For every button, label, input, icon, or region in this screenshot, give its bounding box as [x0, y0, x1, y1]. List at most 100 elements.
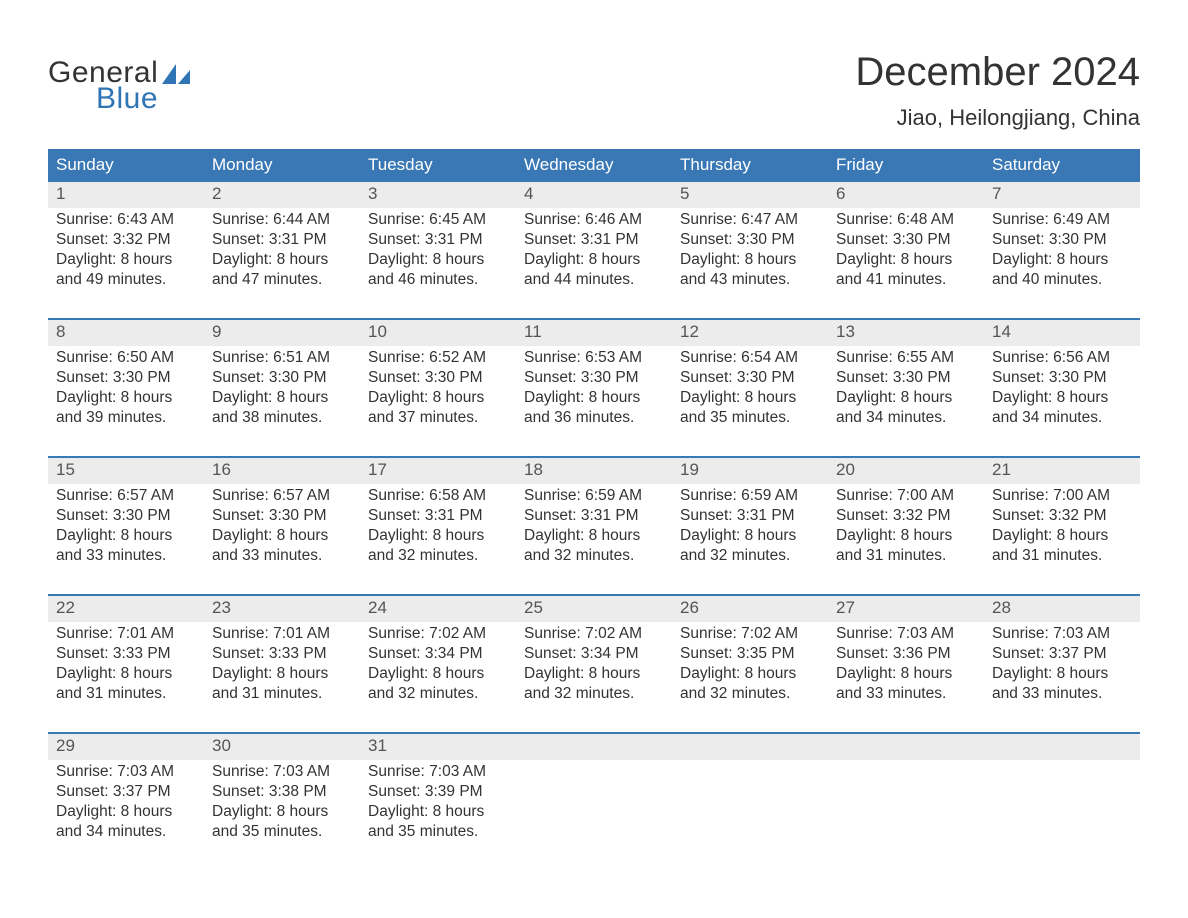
daylight-line1: Daylight: 8 hours — [56, 388, 196, 408]
day-content-row: Sunrise: 7:03 AMSunset: 3:37 PMDaylight:… — [48, 760, 1140, 860]
sunset-line: Sunset: 3:30 PM — [992, 368, 1132, 388]
daynum-cell: 6 — [828, 182, 984, 208]
day-content-cell — [516, 760, 672, 860]
sunset-line: Sunset: 3:32 PM — [56, 230, 196, 250]
day-content-cell: Sunrise: 6:59 AMSunset: 3:31 PMDaylight:… — [516, 484, 672, 584]
day-content-cell: Sunrise: 7:01 AMSunset: 3:33 PMDaylight:… — [48, 622, 204, 722]
day-content-cell: Sunrise: 7:02 AMSunset: 3:34 PMDaylight:… — [360, 622, 516, 722]
day-content-cell: Sunrise: 7:03 AMSunset: 3:39 PMDaylight:… — [360, 760, 516, 860]
daylight-line1: Daylight: 8 hours — [992, 664, 1132, 684]
sunrise-line: Sunrise: 6:46 AM — [524, 210, 664, 230]
daylight-line1: Daylight: 8 hours — [212, 802, 352, 822]
sunrise-line: Sunrise: 6:45 AM — [368, 210, 508, 230]
sunrise-line: Sunrise: 6:58 AM — [368, 486, 508, 506]
day-content-cell: Sunrise: 6:58 AMSunset: 3:31 PMDaylight:… — [360, 484, 516, 584]
day-content-cell: Sunrise: 6:48 AMSunset: 3:30 PMDaylight:… — [828, 208, 984, 308]
page-subtitle: Jiao, Heilongjiang, China — [855, 105, 1140, 131]
sunset-line: Sunset: 3:36 PM — [836, 644, 976, 664]
sunrise-line: Sunrise: 6:53 AM — [524, 348, 664, 368]
sunrise-line: Sunrise: 7:03 AM — [992, 624, 1132, 644]
daylight-line2: and 47 minutes. — [212, 270, 352, 290]
daylight-line1: Daylight: 8 hours — [212, 664, 352, 684]
day-content-cell: Sunrise: 6:53 AMSunset: 3:30 PMDaylight:… — [516, 346, 672, 446]
daylight-line2: and 35 minutes. — [680, 408, 820, 428]
daynum-cell: 10 — [360, 320, 516, 346]
daylight-line2: and 32 minutes. — [368, 546, 508, 566]
weeks-container: 1234567Sunrise: 6:43 AMSunset: 3:32 PMDa… — [48, 182, 1140, 860]
daynum-cell — [828, 734, 984, 760]
daynum-cell: 29 — [48, 734, 204, 760]
weekday-wednesday: Wednesday — [516, 149, 672, 182]
sunrise-line: Sunrise: 6:50 AM — [56, 348, 196, 368]
day-content-cell: Sunrise: 6:57 AMSunset: 3:30 PMDaylight:… — [48, 484, 204, 584]
daylight-line2: and 44 minutes. — [524, 270, 664, 290]
day-content-cell: Sunrise: 6:52 AMSunset: 3:30 PMDaylight:… — [360, 346, 516, 446]
sunset-line: Sunset: 3:31 PM — [212, 230, 352, 250]
daylight-line1: Daylight: 8 hours — [680, 250, 820, 270]
sunset-line: Sunset: 3:32 PM — [836, 506, 976, 526]
sunrise-line: Sunrise: 6:59 AM — [680, 486, 820, 506]
sunrise-line: Sunrise: 6:51 AM — [212, 348, 352, 368]
daylight-line1: Daylight: 8 hours — [524, 526, 664, 546]
day-content-row: Sunrise: 7:01 AMSunset: 3:33 PMDaylight:… — [48, 622, 1140, 722]
daynum-cell: 28 — [984, 596, 1140, 622]
daynum-cell: 26 — [672, 596, 828, 622]
daylight-line1: Daylight: 8 hours — [56, 526, 196, 546]
sunrise-line: Sunrise: 7:02 AM — [524, 624, 664, 644]
sunset-line: Sunset: 3:30 PM — [836, 368, 976, 388]
daylight-line2: and 32 minutes. — [680, 684, 820, 704]
daynum-row: 293031 — [48, 734, 1140, 760]
daynum-cell: 12 — [672, 320, 828, 346]
day-content-cell: Sunrise: 7:00 AMSunset: 3:32 PMDaylight:… — [984, 484, 1140, 584]
daylight-line2: and 33 minutes. — [836, 684, 976, 704]
daylight-line2: and 34 minutes. — [992, 408, 1132, 428]
daylight-line1: Daylight: 8 hours — [524, 664, 664, 684]
week-block: 1234567Sunrise: 6:43 AMSunset: 3:32 PMDa… — [48, 182, 1140, 308]
day-content-cell: Sunrise: 7:03 AMSunset: 3:37 PMDaylight:… — [48, 760, 204, 860]
sunrise-line: Sunrise: 6:52 AM — [368, 348, 508, 368]
week-block: 891011121314Sunrise: 6:50 AMSunset: 3:30… — [48, 318, 1140, 446]
sunrise-line: Sunrise: 6:57 AM — [56, 486, 196, 506]
daylight-line1: Daylight: 8 hours — [836, 526, 976, 546]
day-content-cell: Sunrise: 6:51 AMSunset: 3:30 PMDaylight:… — [204, 346, 360, 446]
sunrise-line: Sunrise: 6:54 AM — [680, 348, 820, 368]
sunrise-line: Sunrise: 7:01 AM — [56, 624, 196, 644]
sunset-line: Sunset: 3:30 PM — [836, 230, 976, 250]
weekday-thursday: Thursday — [672, 149, 828, 182]
week-block: 293031Sunrise: 7:03 AMSunset: 3:37 PMDay… — [48, 732, 1140, 860]
daylight-line2: and 43 minutes. — [680, 270, 820, 290]
daynum-cell: 14 — [984, 320, 1140, 346]
daylight-line2: and 33 minutes. — [212, 546, 352, 566]
daylight-line2: and 49 minutes. — [56, 270, 196, 290]
sunset-line: Sunset: 3:30 PM — [212, 506, 352, 526]
day-content-cell: Sunrise: 7:00 AMSunset: 3:32 PMDaylight:… — [828, 484, 984, 584]
day-content-cell: Sunrise: 7:02 AMSunset: 3:35 PMDaylight:… — [672, 622, 828, 722]
daylight-line2: and 32 minutes. — [368, 684, 508, 704]
daynum-cell: 19 — [672, 458, 828, 484]
daylight-line2: and 35 minutes. — [368, 822, 508, 842]
sunrise-line: Sunrise: 6:56 AM — [992, 348, 1132, 368]
sunrise-line: Sunrise: 7:02 AM — [680, 624, 820, 644]
day-content-cell: Sunrise: 7:03 AMSunset: 3:38 PMDaylight:… — [204, 760, 360, 860]
day-content-row: Sunrise: 6:43 AMSunset: 3:32 PMDaylight:… — [48, 208, 1140, 308]
daylight-line1: Daylight: 8 hours — [212, 388, 352, 408]
sunrise-line: Sunrise: 7:03 AM — [836, 624, 976, 644]
weekday-tuesday: Tuesday — [360, 149, 516, 182]
daynum-cell: 8 — [48, 320, 204, 346]
sunset-line: Sunset: 3:30 PM — [680, 368, 820, 388]
daynum-cell: 11 — [516, 320, 672, 346]
sunrise-line: Sunrise: 6:55 AM — [836, 348, 976, 368]
daylight-line1: Daylight: 8 hours — [56, 250, 196, 270]
daylight-line1: Daylight: 8 hours — [680, 526, 820, 546]
day-content-cell: Sunrise: 6:57 AMSunset: 3:30 PMDaylight:… — [204, 484, 360, 584]
title-block: December 2024 Jiao, Heilongjiang, China — [855, 50, 1140, 131]
sunrise-line: Sunrise: 7:00 AM — [992, 486, 1132, 506]
sunset-line: Sunset: 3:37 PM — [992, 644, 1132, 664]
day-content-cell: Sunrise: 6:50 AMSunset: 3:30 PMDaylight:… — [48, 346, 204, 446]
sunset-line: Sunset: 3:34 PM — [524, 644, 664, 664]
daylight-line2: and 31 minutes. — [992, 546, 1132, 566]
daylight-line2: and 33 minutes. — [992, 684, 1132, 704]
daylight-line1: Daylight: 8 hours — [524, 250, 664, 270]
daylight-line1: Daylight: 8 hours — [368, 526, 508, 546]
sunset-line: Sunset: 3:34 PM — [368, 644, 508, 664]
